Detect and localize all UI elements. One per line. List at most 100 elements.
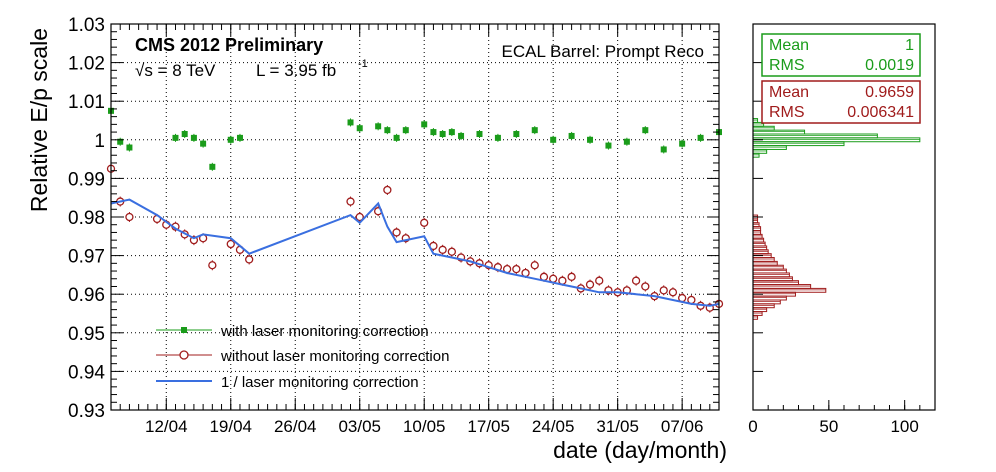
stats-mean-label: Mean xyxy=(769,84,809,101)
main-grid xyxy=(111,24,719,410)
corrected-point xyxy=(587,136,594,143)
corrected-point xyxy=(356,125,363,132)
stats-mean-value: 1 xyxy=(905,37,914,54)
legend-label: with laser monitoring correction xyxy=(220,323,429,340)
corrected-point xyxy=(439,131,446,138)
uncorrected-point xyxy=(631,276,641,285)
x-tick-label: 19/04 xyxy=(209,417,252,436)
corrected-point xyxy=(117,138,124,145)
legend-circle-symbol xyxy=(179,350,189,360)
x-tick-label: 24/05 xyxy=(532,417,575,436)
corrected-point xyxy=(458,132,465,139)
main-data xyxy=(106,106,724,313)
y-tick-label: 1.01 xyxy=(68,92,105,113)
uncorrected-point xyxy=(383,185,392,195)
corrected-point xyxy=(605,142,612,149)
corrected-point xyxy=(347,119,354,126)
uncorrected-point xyxy=(245,255,254,264)
uncorrected-point xyxy=(530,261,539,270)
x-tick-label: 31/05 xyxy=(596,417,639,436)
corrected-point xyxy=(236,134,243,141)
y-axis-title: Relative E/p scale xyxy=(26,28,52,212)
corrected-point xyxy=(448,129,455,136)
corrected-point xyxy=(227,136,234,143)
stats-box xyxy=(761,80,921,124)
x-tick-label: 12/04 xyxy=(145,417,188,436)
corrected-point xyxy=(126,144,133,151)
y-tick-label: 1.03 xyxy=(68,15,105,36)
corrected-point xyxy=(697,134,704,141)
histogram-border xyxy=(752,23,936,411)
uncorrected-point xyxy=(595,276,604,285)
corrected-point xyxy=(402,127,409,134)
x-tick-label: 10/05 xyxy=(403,417,446,436)
histogram-stats: Mean 1 RMS 0.0019 Mean 0.9659 RMS 0.006341 xyxy=(761,33,921,124)
y-tick-label: 0.93 xyxy=(68,401,105,422)
corrected-point xyxy=(660,146,667,153)
corrected-point xyxy=(494,134,501,141)
lumi-label: L = 3.95 fb xyxy=(256,61,336,80)
hist-x-tick-label: 0 xyxy=(748,417,757,436)
corrected-point xyxy=(430,129,437,136)
uncorrected-point xyxy=(226,239,235,249)
corrected-point xyxy=(476,131,483,138)
corrected-point xyxy=(190,134,197,141)
corrected-point xyxy=(623,138,630,145)
corrected-point xyxy=(642,127,649,134)
detector-label: ECAL Barrel: Prompt Reco xyxy=(502,42,705,61)
uncorrected-point xyxy=(641,282,650,291)
uncorrected-point xyxy=(447,247,456,256)
corrected-point xyxy=(375,123,382,130)
hist-x-tick-label: 100 xyxy=(890,417,918,436)
corrected-point xyxy=(384,127,391,134)
y-tick-label: 0.94 xyxy=(68,362,105,383)
cms-title: CMS 2012 Preliminary xyxy=(135,35,323,55)
hist-x-tick-label: 50 xyxy=(819,417,838,436)
corrected-point xyxy=(200,140,207,147)
corrected-point xyxy=(679,140,686,147)
x-tick-label: 07/06 xyxy=(661,417,704,436)
legend-square-symbol xyxy=(181,327,187,333)
uncorrected-point xyxy=(585,280,595,289)
corrected-point xyxy=(421,121,428,128)
corrected-point xyxy=(181,131,188,138)
corrected-point xyxy=(209,163,216,170)
uncorrected-point xyxy=(346,197,355,206)
corrected-point xyxy=(568,132,575,139)
x-tick-label: 17/05 xyxy=(467,417,510,436)
y-tick-label: 0.95 xyxy=(68,324,105,345)
energy-label: √s = 8 TeV xyxy=(135,61,216,80)
y-tick-label: 0.98 xyxy=(68,208,105,229)
stats-box xyxy=(761,33,921,77)
corrected-point xyxy=(513,131,520,138)
x-tick-label: 03/05 xyxy=(338,417,381,436)
uncorrected-point xyxy=(512,264,521,274)
uncorrected-point xyxy=(659,286,668,295)
y-tick-label: 0.96 xyxy=(68,285,105,306)
laser-correction-line xyxy=(110,198,720,307)
uncorrected-point xyxy=(392,228,401,237)
corrected-point xyxy=(393,134,400,141)
stats-rms-label: RMS xyxy=(769,57,805,74)
uncorrected-point xyxy=(208,261,217,270)
x-tick-label: 26/04 xyxy=(274,417,317,436)
x-axis-title: date (day/month) xyxy=(553,437,727,463)
y-tick-label: 1.02 xyxy=(68,54,105,75)
uncorrected-point xyxy=(125,212,134,222)
y-tick-label: 0.97 xyxy=(68,247,105,268)
legend-label: without laser monitoring correction xyxy=(220,348,449,365)
corrected-point xyxy=(172,134,179,141)
uncorrected-point xyxy=(420,218,429,227)
uncorrected-point xyxy=(668,288,678,297)
corrected-point xyxy=(550,136,557,143)
plot-border xyxy=(110,23,720,411)
stats-rms-value: 0.0019 xyxy=(865,57,914,74)
y-tick-label: 1 xyxy=(94,131,105,152)
lumi-exponent: -1 xyxy=(358,58,368,70)
legend: with laser monitoring correction without … xyxy=(156,323,449,391)
histogram-axes: 0 50 100 xyxy=(748,23,936,436)
y-tick-label: 0.99 xyxy=(68,169,105,190)
main-axes: 0.93 0.94 0.95 0.96 0.97 0.98 0.99 1 1.01 1.02 1.0… xyxy=(68,15,720,436)
legend-label: 1 / laser monitoring correction xyxy=(221,374,419,391)
